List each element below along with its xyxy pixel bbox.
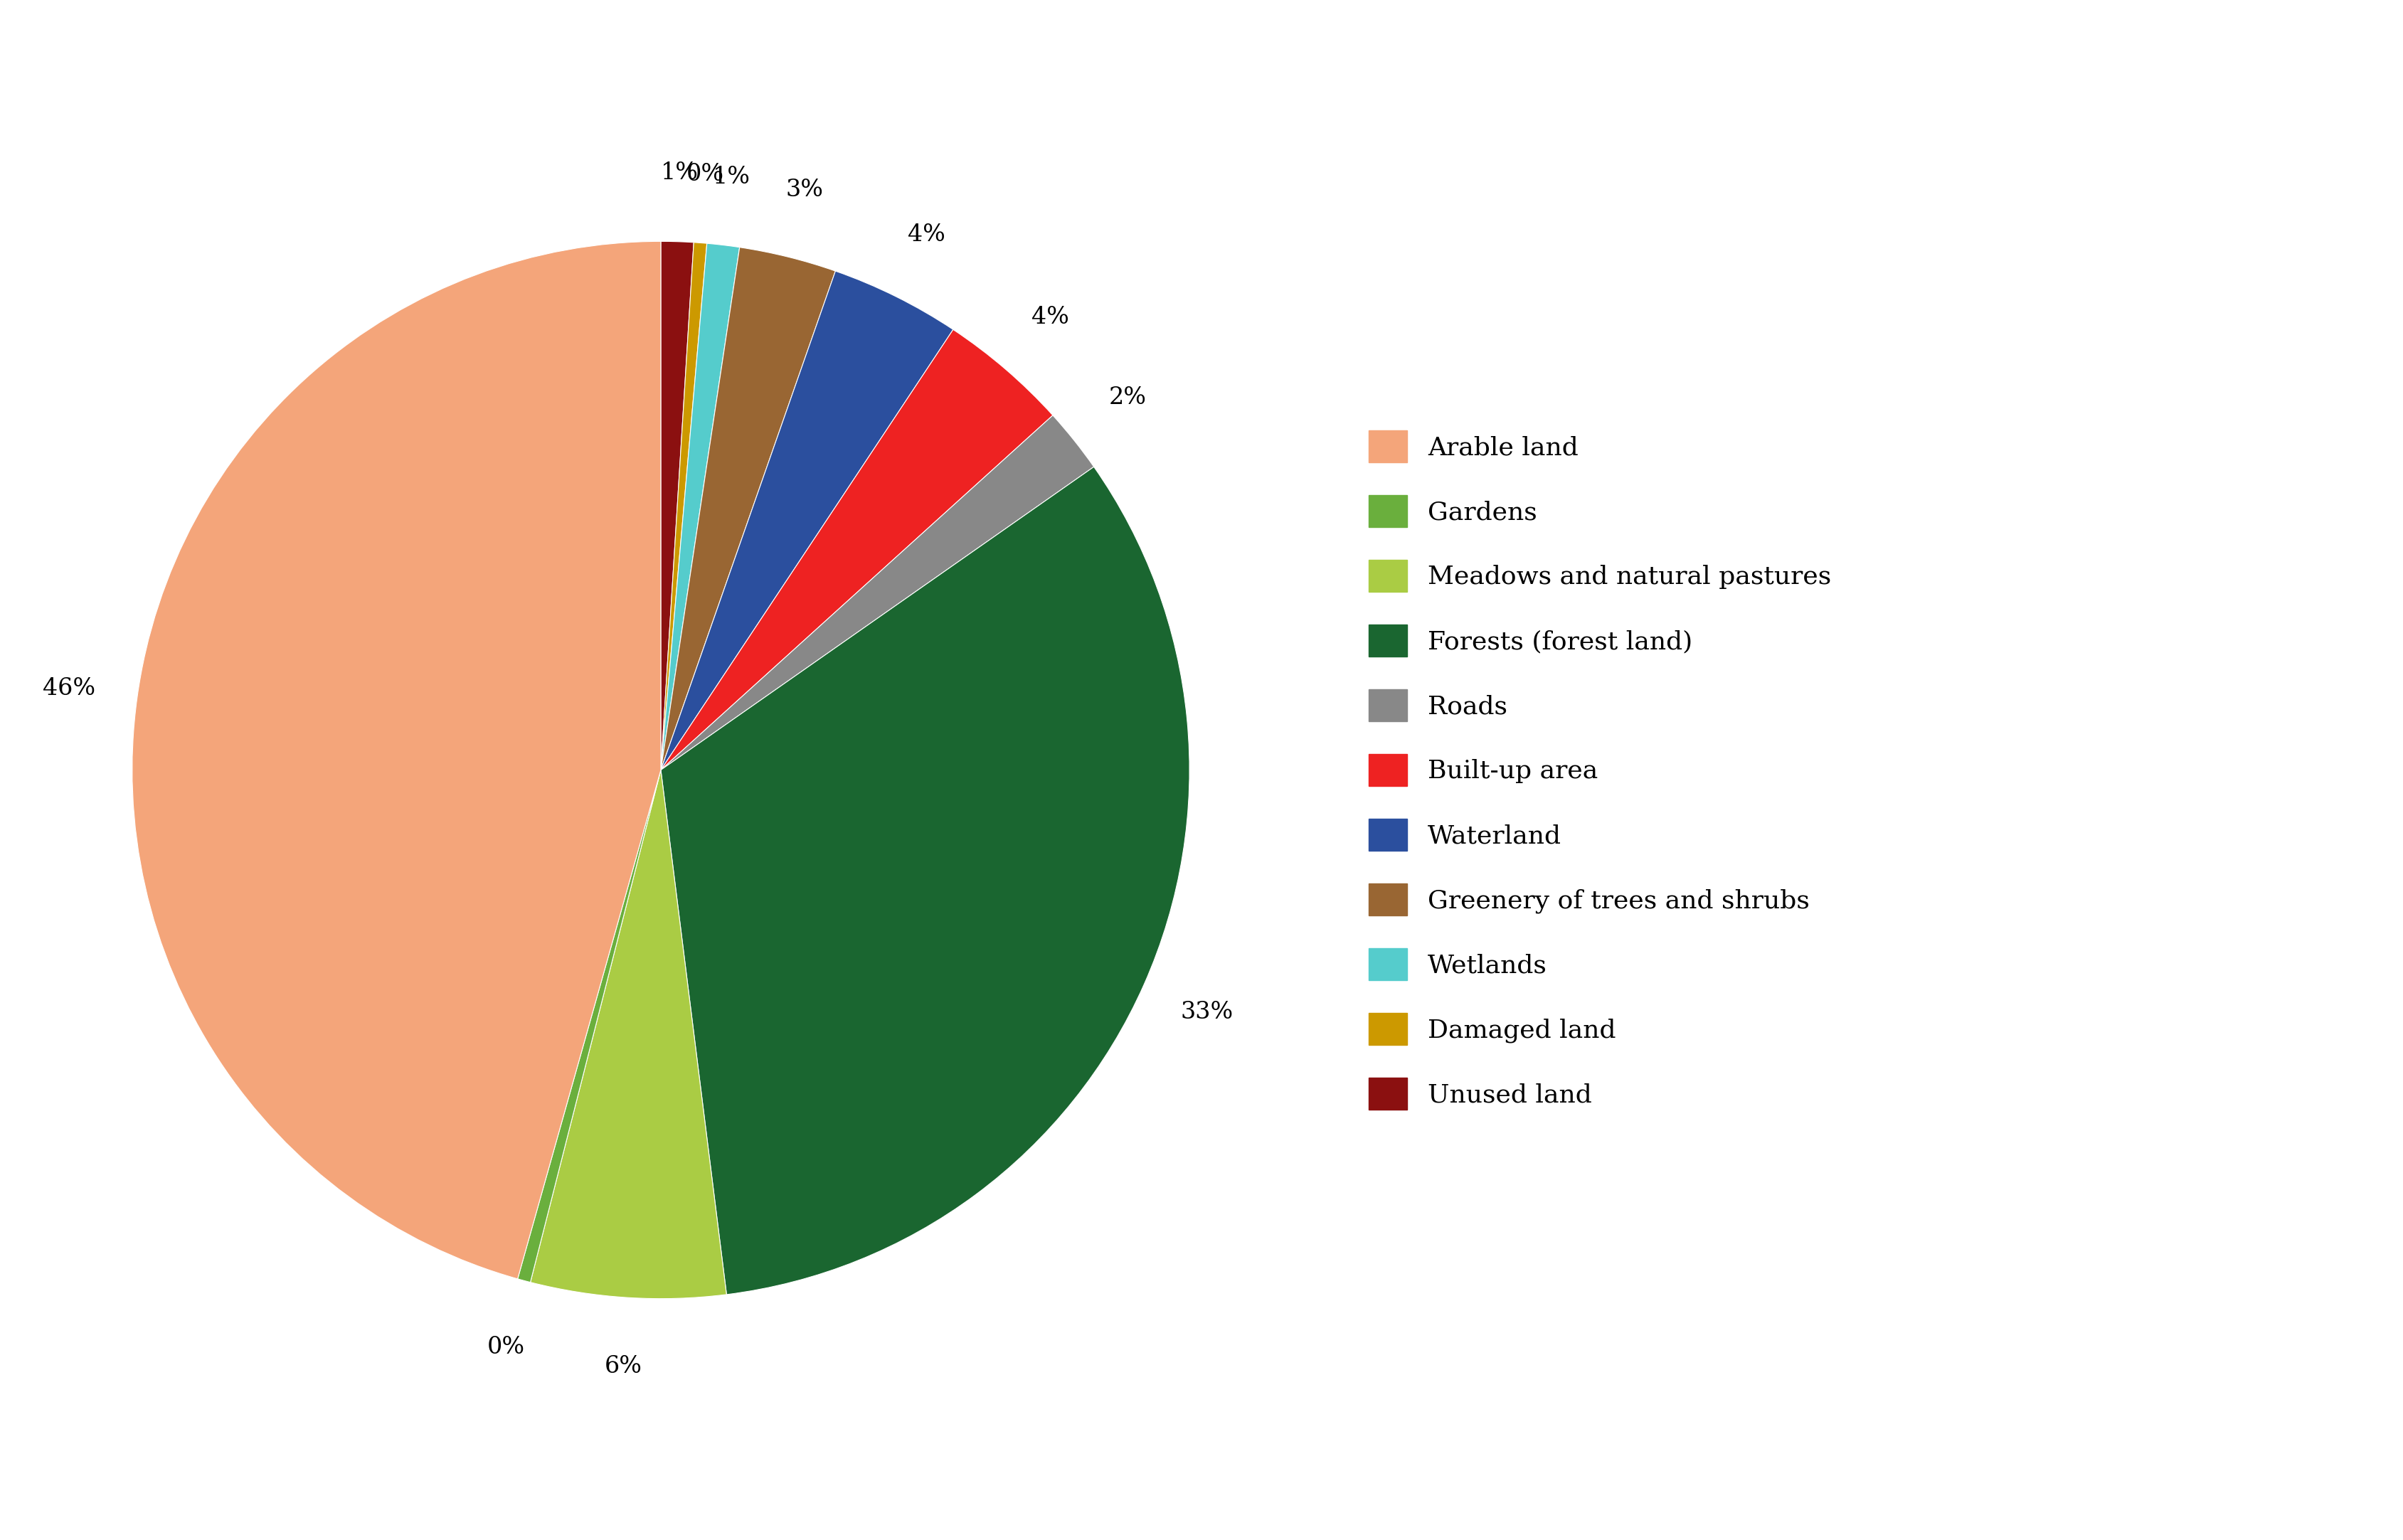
Wedge shape	[517, 770, 661, 1283]
Wedge shape	[531, 770, 726, 1298]
Text: 1%: 1%	[661, 162, 699, 185]
Text: 4%: 4%	[1031, 306, 1069, 328]
Wedge shape	[661, 271, 954, 770]
Wedge shape	[661, 416, 1093, 770]
Wedge shape	[661, 242, 706, 770]
Wedge shape	[661, 467, 1189, 1295]
Wedge shape	[661, 243, 740, 770]
Text: 6%: 6%	[606, 1355, 642, 1378]
Text: 4%: 4%	[908, 223, 944, 246]
Legend: Arable land, Gardens, Meadows and natural pastures, Forests (forest land), Roads: Arable land, Gardens, Meadows and natura…	[1358, 420, 1841, 1120]
Wedge shape	[132, 242, 661, 1278]
Text: 33%: 33%	[1180, 1001, 1233, 1024]
Text: 0%: 0%	[488, 1335, 526, 1358]
Text: 2%: 2%	[1110, 387, 1146, 410]
Text: 1%: 1%	[714, 165, 750, 188]
Text: 46%: 46%	[43, 678, 96, 699]
Text: 3%: 3%	[786, 179, 824, 202]
Text: 0%: 0%	[687, 163, 723, 186]
Wedge shape	[661, 248, 836, 770]
Wedge shape	[661, 330, 1053, 770]
Wedge shape	[661, 242, 694, 770]
